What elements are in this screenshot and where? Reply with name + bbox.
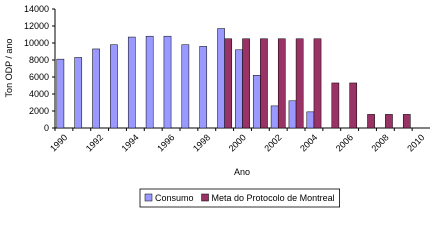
legend-label: Meta do Protocolo de Montreal (212, 193, 335, 203)
x-tick-label: 1998 (191, 132, 212, 153)
x-tick-label: 2006 (334, 132, 355, 153)
bar (199, 46, 208, 129)
bar (277, 38, 286, 129)
x-tick-label: 1996 (155, 132, 176, 153)
bar (252, 75, 261, 129)
legend-box (139, 188, 341, 208)
x-tick-label: 2004 (298, 132, 319, 153)
x-tick-label: 2010 (405, 132, 426, 153)
y-tick-label: 0 (44, 123, 49, 133)
bar (367, 114, 375, 129)
y-tick-label: 10000 (24, 38, 49, 48)
y-tick-label: 4000 (29, 89, 49, 99)
bar (217, 28, 225, 129)
bar (110, 44, 118, 129)
bar (235, 49, 243, 129)
x-tick-label: 2000 (227, 132, 248, 153)
bar (270, 105, 279, 129)
bar (181, 44, 190, 129)
bar (260, 38, 268, 129)
legend-label: Consumo (155, 193, 194, 203)
x-tick-label: 2008 (370, 132, 391, 153)
bar (163, 35, 172, 129)
bar (349, 82, 358, 129)
bar (306, 111, 315, 129)
x-tick-label: 1990 (48, 132, 69, 153)
bar (127, 36, 136, 129)
y-tick-label: 12000 (24, 21, 49, 31)
y-tick-label: 8000 (29, 55, 49, 65)
bar (385, 114, 393, 129)
chart: Ton ODP / ano Ano 0 2000 4000 6000 8000 10000… (4, 4, 430, 208)
x-axis-label: Ano (234, 167, 250, 177)
legend-swatch (201, 193, 209, 202)
bar (242, 38, 250, 129)
bar (295, 38, 304, 129)
x-tick-label: 1994 (120, 132, 141, 153)
y-axis-label: Ton ODP / ano (4, 39, 14, 98)
x-tick-label: 2002 (262, 132, 283, 153)
x-tick-label: 1992 (84, 132, 105, 153)
bar (313, 38, 322, 129)
bar (74, 57, 83, 129)
bar (56, 58, 65, 129)
y-tick-label: 2000 (29, 106, 49, 116)
bar (92, 48, 100, 129)
legend-swatch (144, 193, 153, 202)
bar (145, 35, 154, 129)
y-tick-label: 14000 (24, 4, 49, 14)
bar (224, 38, 233, 129)
bar (288, 100, 297, 129)
bar (331, 82, 340, 129)
bar (402, 114, 411, 129)
y-tick-label: 6000 (29, 72, 49, 82)
